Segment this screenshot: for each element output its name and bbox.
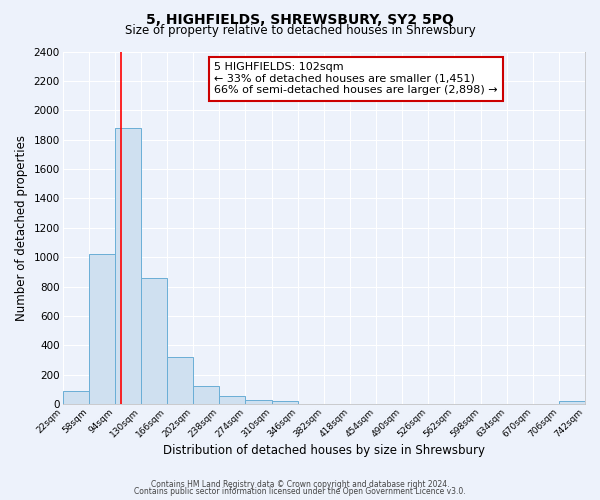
Text: 5, HIGHFIELDS, SHREWSBURY, SY2 5PQ: 5, HIGHFIELDS, SHREWSBURY, SY2 5PQ [146,12,454,26]
Bar [220,396,245,404]
Bar [272,401,298,404]
X-axis label: Distribution of detached houses by size in Shrewsbury: Distribution of detached houses by size … [163,444,485,458]
Bar [167,357,193,404]
Text: Contains public sector information licensed under the Open Government Licence v3: Contains public sector information licen… [134,487,466,496]
Text: 5 HIGHFIELDS: 102sqm
← 33% of detached houses are smaller (1,451)
66% of semi-de: 5 HIGHFIELDS: 102sqm ← 33% of detached h… [214,62,498,96]
Bar [115,128,141,404]
Bar [141,278,167,404]
Text: Size of property relative to detached houses in Shrewsbury: Size of property relative to detached ho… [125,24,475,37]
Bar [89,254,115,404]
Bar [62,391,89,404]
Text: Contains HM Land Registry data © Crown copyright and database right 2024.: Contains HM Land Registry data © Crown c… [151,480,449,489]
Bar [193,386,220,404]
Bar [245,400,272,404]
Y-axis label: Number of detached properties: Number of detached properties [15,135,28,321]
Bar [559,402,585,404]
